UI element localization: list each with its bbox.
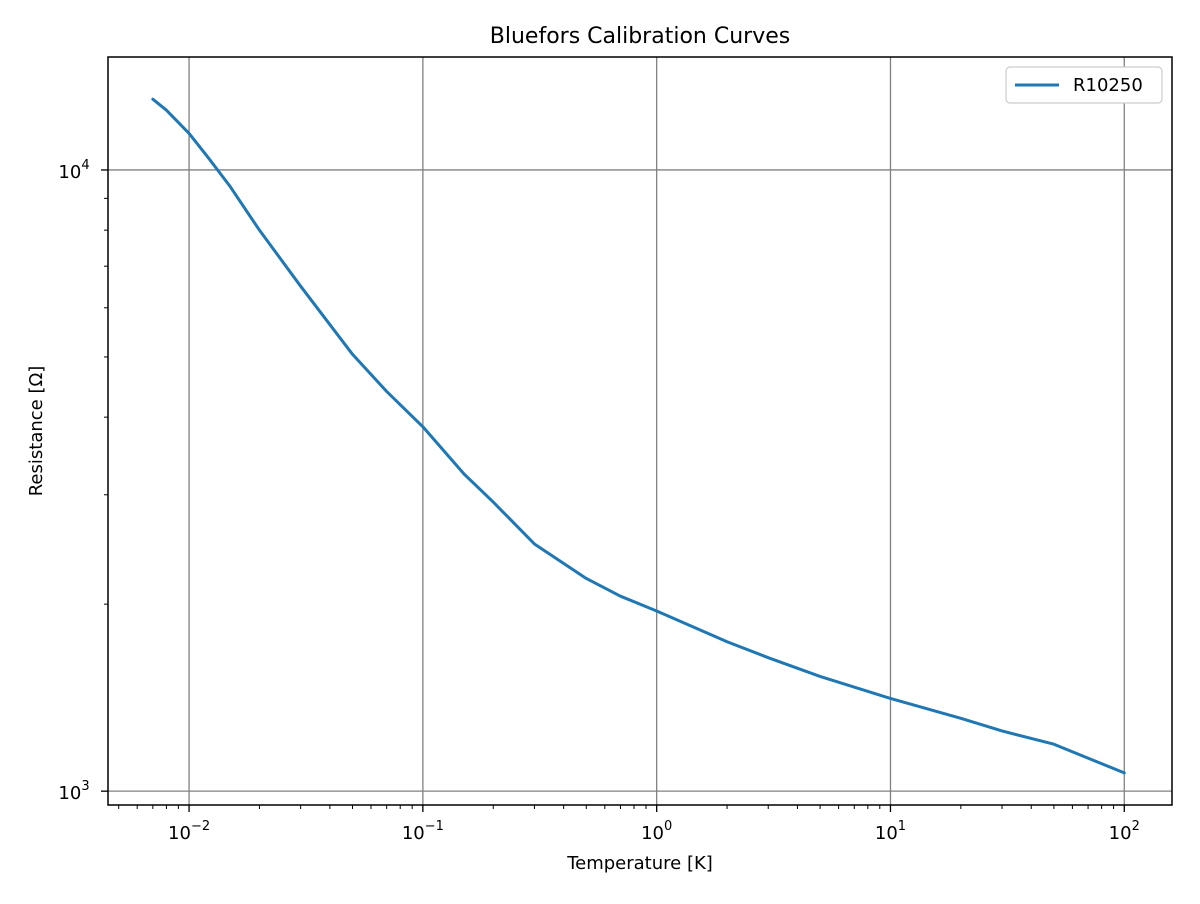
y-tick-label-0: 103 — [58, 779, 89, 804]
y-axis-label: Resistance [Ω] — [26, 366, 47, 497]
y-tick-label-1: 104 — [58, 158, 89, 183]
x-axis-label: Temperature [K] — [566, 853, 713, 874]
series-layer — [151, 97, 1126, 775]
tick-layer: 10−2 10−1 100 101 102 103 104 — [58, 158, 1139, 844]
x-tick-label-0: 10−2 — [168, 819, 210, 844]
series-line-r10250 — [151, 97, 1126, 775]
grid-layer — [108, 57, 1172, 805]
x-tick-label-3: 101 — [875, 819, 906, 844]
x-tick-label-2: 100 — [641, 819, 672, 844]
legend-box — [1005, 66, 1163, 104]
x-tick-label-4: 102 — [1109, 819, 1140, 844]
legend-label-r10250: R10250 — [1073, 75, 1143, 96]
legend: R10250 — [1005, 66, 1163, 104]
plot-frame — [107, 56, 1173, 806]
chart-title: Bluefors Calibration Curves — [490, 24, 790, 49]
x-tick-label-1: 10−1 — [402, 819, 444, 844]
